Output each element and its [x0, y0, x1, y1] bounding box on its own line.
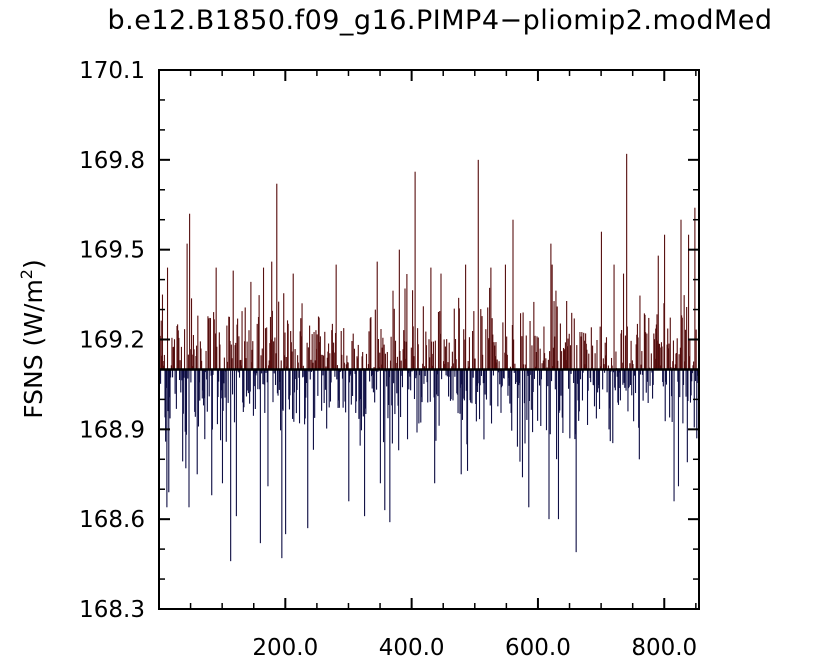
- chart-title: b.e12.B1850.f09_g16.PIMP4−pliomip2.modMe…: [107, 5, 772, 36]
- x-tick-label: 400.0: [379, 635, 445, 661]
- x-tick-label: 800.0: [631, 635, 697, 661]
- y-tick-label: 169.8: [79, 148, 145, 174]
- y-tick-label: 169.5: [79, 238, 145, 264]
- x-tick-label: 200.0: [252, 635, 318, 661]
- x-tick-label: 600.0: [505, 635, 571, 661]
- y-tick-label: 170.1: [79, 58, 145, 84]
- y-axis-label-main: FSNS (W/m: [19, 279, 48, 419]
- y-axis-label-superscript: 2: [17, 269, 36, 279]
- y-axis-label-close: ): [19, 259, 48, 269]
- plot-bars: [158, 153, 700, 562]
- y-tick-label: 168.3: [79, 597, 145, 623]
- y-tick-label: 168.9: [79, 417, 145, 443]
- y-axis-label: FSNS (W/m2): [17, 259, 48, 419]
- y-tick-label: 169.2: [79, 328, 145, 354]
- y-tick-label: 168.6: [79, 507, 145, 533]
- plot-labels: 168.3 168.6 168.9 169.2 169.5 169.8 170.1 200.0…: [79, 58, 697, 661]
- plot-frame: [158, 69, 700, 610]
